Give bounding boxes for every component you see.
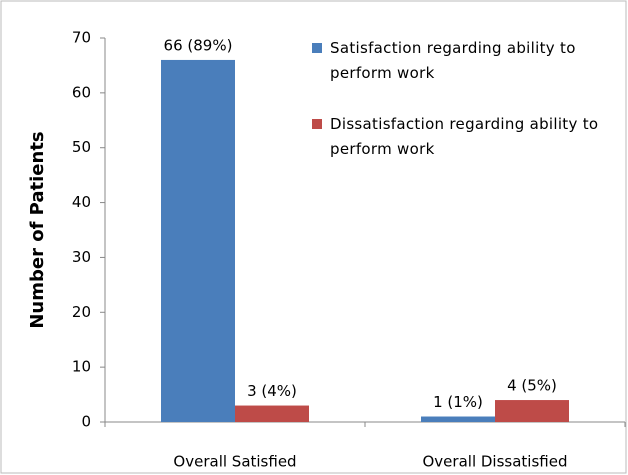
legend-swatch (312, 43, 322, 53)
y-tick-label: 70 (72, 29, 91, 47)
y-tick-label: 10 (72, 358, 91, 376)
y-tick-label: 40 (72, 193, 91, 211)
x-tick-label: Overall Satisfied (173, 453, 296, 471)
value-label: 3 (4%) (247, 382, 297, 400)
bar (161, 59, 235, 422)
legend-label: Dissatisfaction regarding ability to per… (330, 115, 599, 158)
x-tick-label: Overall Dissatisfied (423, 453, 568, 471)
y-tick-label: 60 (72, 83, 91, 101)
value-label: 1 (1%) (433, 393, 483, 411)
value-label: 66 (89%) (164, 36, 233, 54)
bar (495, 400, 569, 422)
y-tick-label: 20 (72, 303, 91, 321)
y-tick-label: 50 (72, 138, 91, 156)
legend: Satisfaction regarding ability to perfor… (312, 36, 612, 188)
legend-item: Dissatisfaction regarding ability to per… (312, 112, 612, 162)
y-tick-label: 30 (72, 248, 91, 266)
legend-item: Satisfaction regarding ability to perfor… (312, 36, 612, 86)
legend-label: Satisfaction regarding ability to perfor… (330, 39, 576, 82)
y-tick-label: 0 (81, 413, 91, 431)
y-axis-label: Number of Patients (27, 131, 48, 328)
bar (235, 405, 309, 422)
bar (421, 416, 495, 422)
legend-swatch (312, 119, 322, 129)
value-label: 4 (5%) (507, 377, 557, 395)
